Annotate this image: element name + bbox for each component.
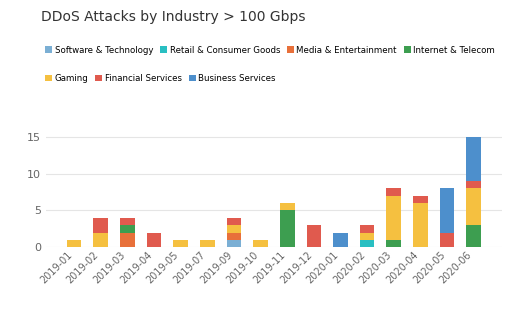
Legend: Software & Technology, Retail & Consumer Goods, Media & Entertainment, Internet : Software & Technology, Retail & Consumer… [45, 46, 495, 55]
Bar [413, 203, 428, 247]
Bar [333, 233, 348, 247]
Bar [466, 137, 481, 181]
Bar [174, 240, 188, 247]
Bar [360, 240, 374, 247]
Bar [227, 240, 241, 247]
Bar [387, 196, 401, 240]
Bar [253, 240, 268, 247]
Bar [440, 233, 455, 247]
Bar [280, 203, 294, 210]
Bar [227, 225, 241, 233]
Bar [93, 233, 108, 247]
Bar [307, 225, 321, 247]
Bar [360, 233, 374, 240]
Bar [280, 210, 294, 247]
Legend: Gaming, Financial Services, Business Services: Gaming, Financial Services, Business Ser… [45, 74, 275, 83]
Bar [387, 240, 401, 247]
Bar [120, 233, 135, 247]
Bar [360, 225, 374, 233]
Bar [413, 196, 428, 203]
Bar [67, 240, 81, 247]
Bar [227, 218, 241, 225]
Text: DDoS Attacks by Industry > 100 Gbps: DDoS Attacks by Industry > 100 Gbps [41, 10, 306, 23]
Bar [227, 233, 241, 240]
Bar [387, 188, 401, 196]
Bar [147, 233, 161, 247]
Bar [466, 181, 481, 188]
Bar [120, 225, 135, 233]
Bar [120, 218, 135, 225]
Bar [440, 188, 455, 233]
Bar [466, 225, 481, 247]
Bar [93, 218, 108, 233]
Bar [200, 240, 215, 247]
Bar [466, 188, 481, 225]
